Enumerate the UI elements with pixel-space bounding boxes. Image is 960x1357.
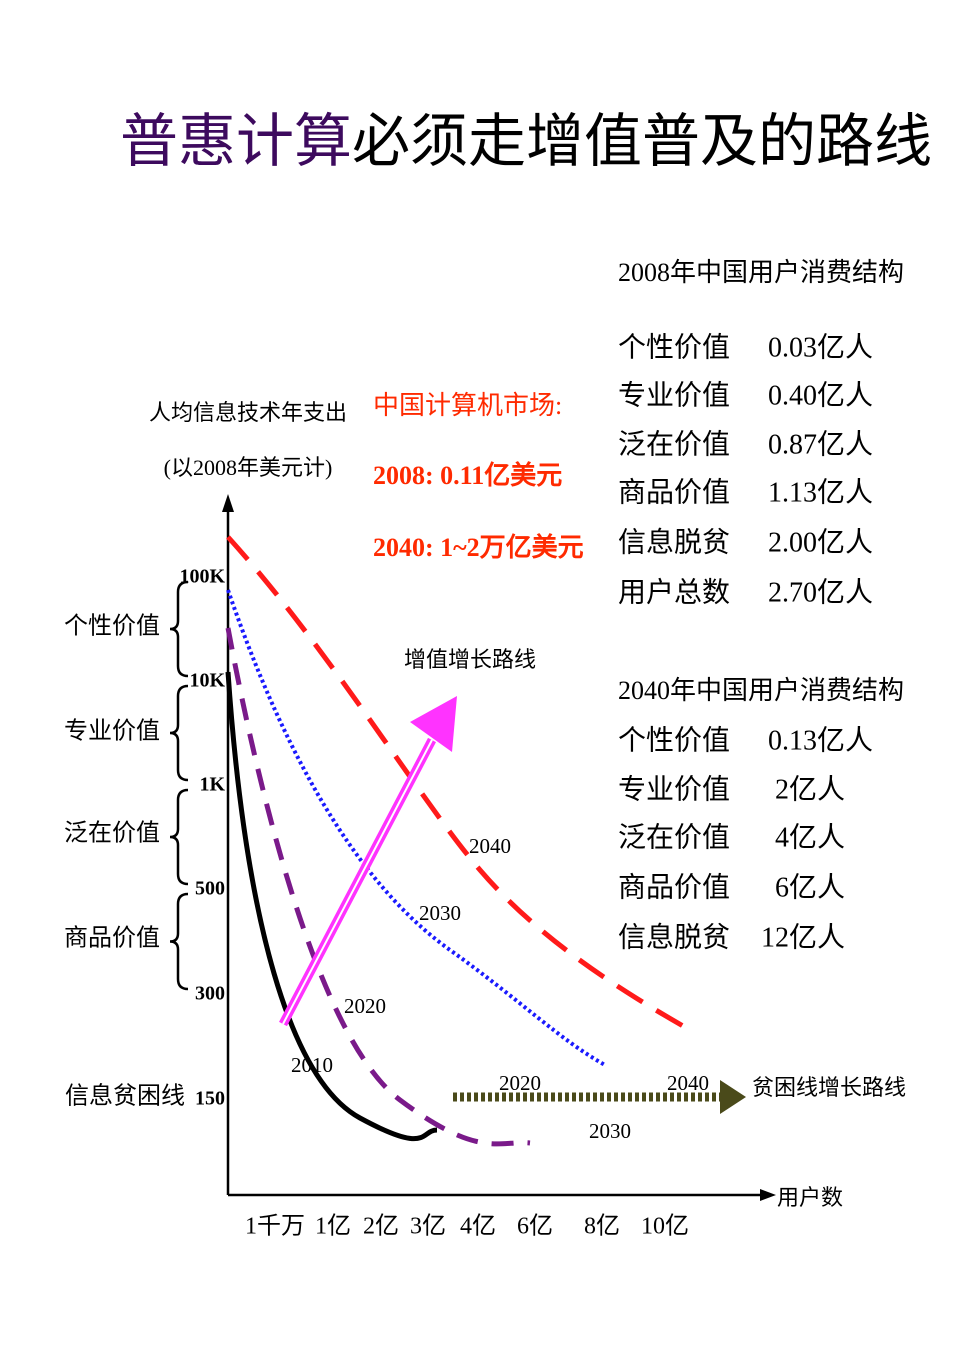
curve-2020 (225, 627, 531, 1147)
table-row-value: 2亿人 (775, 773, 845, 805)
band-brace (169, 684, 189, 782)
title-highlight: 普惠计算 (120, 109, 352, 174)
poverty-year-label: 2030 (589, 1119, 631, 1143)
curves (225, 535, 692, 1147)
y-axis-sublabel: (以2008年美元计) (164, 455, 333, 480)
x-tick-label: 6亿 (517, 1213, 553, 1240)
curve-label: 2010 (291, 1053, 333, 1077)
y-tick-label: 150 (195, 1088, 225, 1110)
poverty-path-label: 贫困线增长路线 (752, 1075, 906, 1100)
curve-label: 2020 (344, 994, 386, 1018)
table-title: 2040年中国用户消费结构 (618, 676, 904, 705)
band-label: 商品价值 (64, 925, 160, 952)
table-row-value: 0.03亿人 (768, 331, 873, 363)
table-row-label: 泛在价值 (618, 821, 730, 853)
poverty-arrow (453, 1080, 746, 1114)
table-title: 2008年中国用户消费结构 (618, 258, 904, 287)
band-label: 信息贫困线 (65, 1083, 185, 1110)
value-arrow-inner (282, 739, 433, 1025)
table-row-value: 6亿人 (775, 871, 845, 903)
table-row-value: 2.00亿人 (768, 526, 873, 558)
x-axis-arrow (760, 1189, 776, 1201)
curve-label: 2030 (419, 901, 461, 925)
table-row-value: 0.13亿人 (768, 724, 873, 756)
x-tick-label: 2亿 (363, 1213, 399, 1240)
table-row-label: 商品价值 (618, 871, 730, 903)
band-label: 专业价值 (64, 718, 160, 745)
y-tick-label: 100K (179, 566, 225, 588)
y-tick-label: 300 (195, 983, 225, 1005)
y-tick-label: 1K (199, 774, 225, 796)
poverty-arrow-head (720, 1080, 746, 1114)
curve-2030 (226, 589, 606, 1067)
y-axis-label: 人均信息技术年支出 (149, 400, 347, 425)
table-row-label: 信息脱贫 (618, 526, 730, 558)
poverty-year-label: 2020 (499, 1071, 541, 1095)
axes (226, 510, 762, 1197)
table-row-value: 0.40亿人 (768, 379, 873, 411)
table-row-label: 信息脱贫 (618, 921, 730, 953)
band-label: 个性价值 (64, 613, 160, 640)
table-row-value: 12亿人 (761, 921, 845, 953)
table-row-value: 4亿人 (775, 821, 845, 853)
slide-title: 普惠计算必须走增值普及的路线 (120, 109, 932, 174)
table-row-label: 专业价值 (618, 773, 730, 805)
x-tick-label: 10亿 (641, 1213, 689, 1240)
band-label: 泛在价值 (64, 820, 160, 847)
band-brace (169, 788, 189, 886)
curve-2010 (225, 671, 438, 1142)
market-block: 中国计算机市场: 2008: 0.11亿美元 2040: 1~2万亿美元 (373, 391, 584, 562)
title-rest: 必须走增值普及的路线 (352, 109, 932, 174)
table-row-label: 专业价值 (618, 379, 730, 411)
table-row-value: 0.87亿人 (768, 428, 873, 460)
poverty-year-label: 2040 (667, 1071, 709, 1095)
x-tick-label: 8亿 (584, 1213, 620, 1240)
y-tick-label: 10K (189, 670, 225, 692)
band-brace (169, 580, 189, 678)
table-row-value: 2.70亿人 (768, 576, 873, 608)
x-tick-label: 3亿 (410, 1213, 446, 1240)
x-tick-label: 4亿 (460, 1213, 496, 1240)
table-row-label: 用户总数 (618, 576, 730, 608)
table-row-label: 个性价值 (618, 331, 730, 363)
market-title: 中国计算机市场: (373, 391, 562, 420)
band-brace (169, 892, 189, 991)
x-axis-label: 用户数 (777, 1185, 843, 1210)
value-path-label: 增值增长路线 (404, 647, 536, 672)
value-arrow-head (410, 696, 457, 752)
curve-label: 2040 (469, 834, 511, 858)
table-row-label: 商品价值 (618, 476, 730, 508)
y-axis-arrow (222, 494, 234, 512)
value-arrow (279, 696, 457, 1027)
x-tick-label: 1千万 (245, 1213, 305, 1240)
y-tick-label: 500 (195, 878, 225, 900)
market-2008: 2008: 0.11亿美元 (373, 460, 562, 490)
market-2040: 2040: 1~2万亿美元 (373, 532, 584, 562)
x-tick-label: 1亿 (315, 1213, 351, 1240)
table-row-label: 泛在价值 (618, 428, 730, 460)
table-row-value: 1.13亿人 (768, 476, 873, 508)
table-row-label: 个性价值 (618, 724, 730, 756)
